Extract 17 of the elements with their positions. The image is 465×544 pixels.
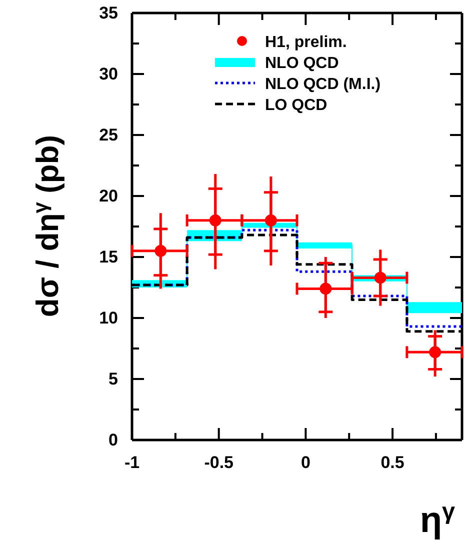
y-tick-label: 30 (99, 64, 118, 84)
x-tick-label: 0.5 (380, 453, 404, 472)
y-tick-label: 35 (99, 3, 118, 22)
legend-label: LO QCD (265, 97, 328, 114)
x-tick-label: -1 (124, 453, 140, 472)
y-tick-label: 10 (99, 308, 118, 328)
x-tick-label: -0.5 (204, 453, 234, 472)
legend-label: H1, prelim. (265, 34, 347, 51)
y-tick-label: 15 (99, 247, 118, 266)
y-tick-label: 5 (108, 369, 118, 388)
y-tick-label: 20 (99, 186, 118, 206)
y-tick-label: 0 (108, 430, 118, 450)
legend-label: NLO QCD (265, 55, 339, 72)
x-tick-label: 0 (300, 453, 310, 472)
y-tick-label: 25 (99, 125, 118, 144)
x-axis-title: η$^{γ}$ (420, 498, 455, 540)
legend-label: NLO QCD (M.I.) (265, 76, 381, 93)
